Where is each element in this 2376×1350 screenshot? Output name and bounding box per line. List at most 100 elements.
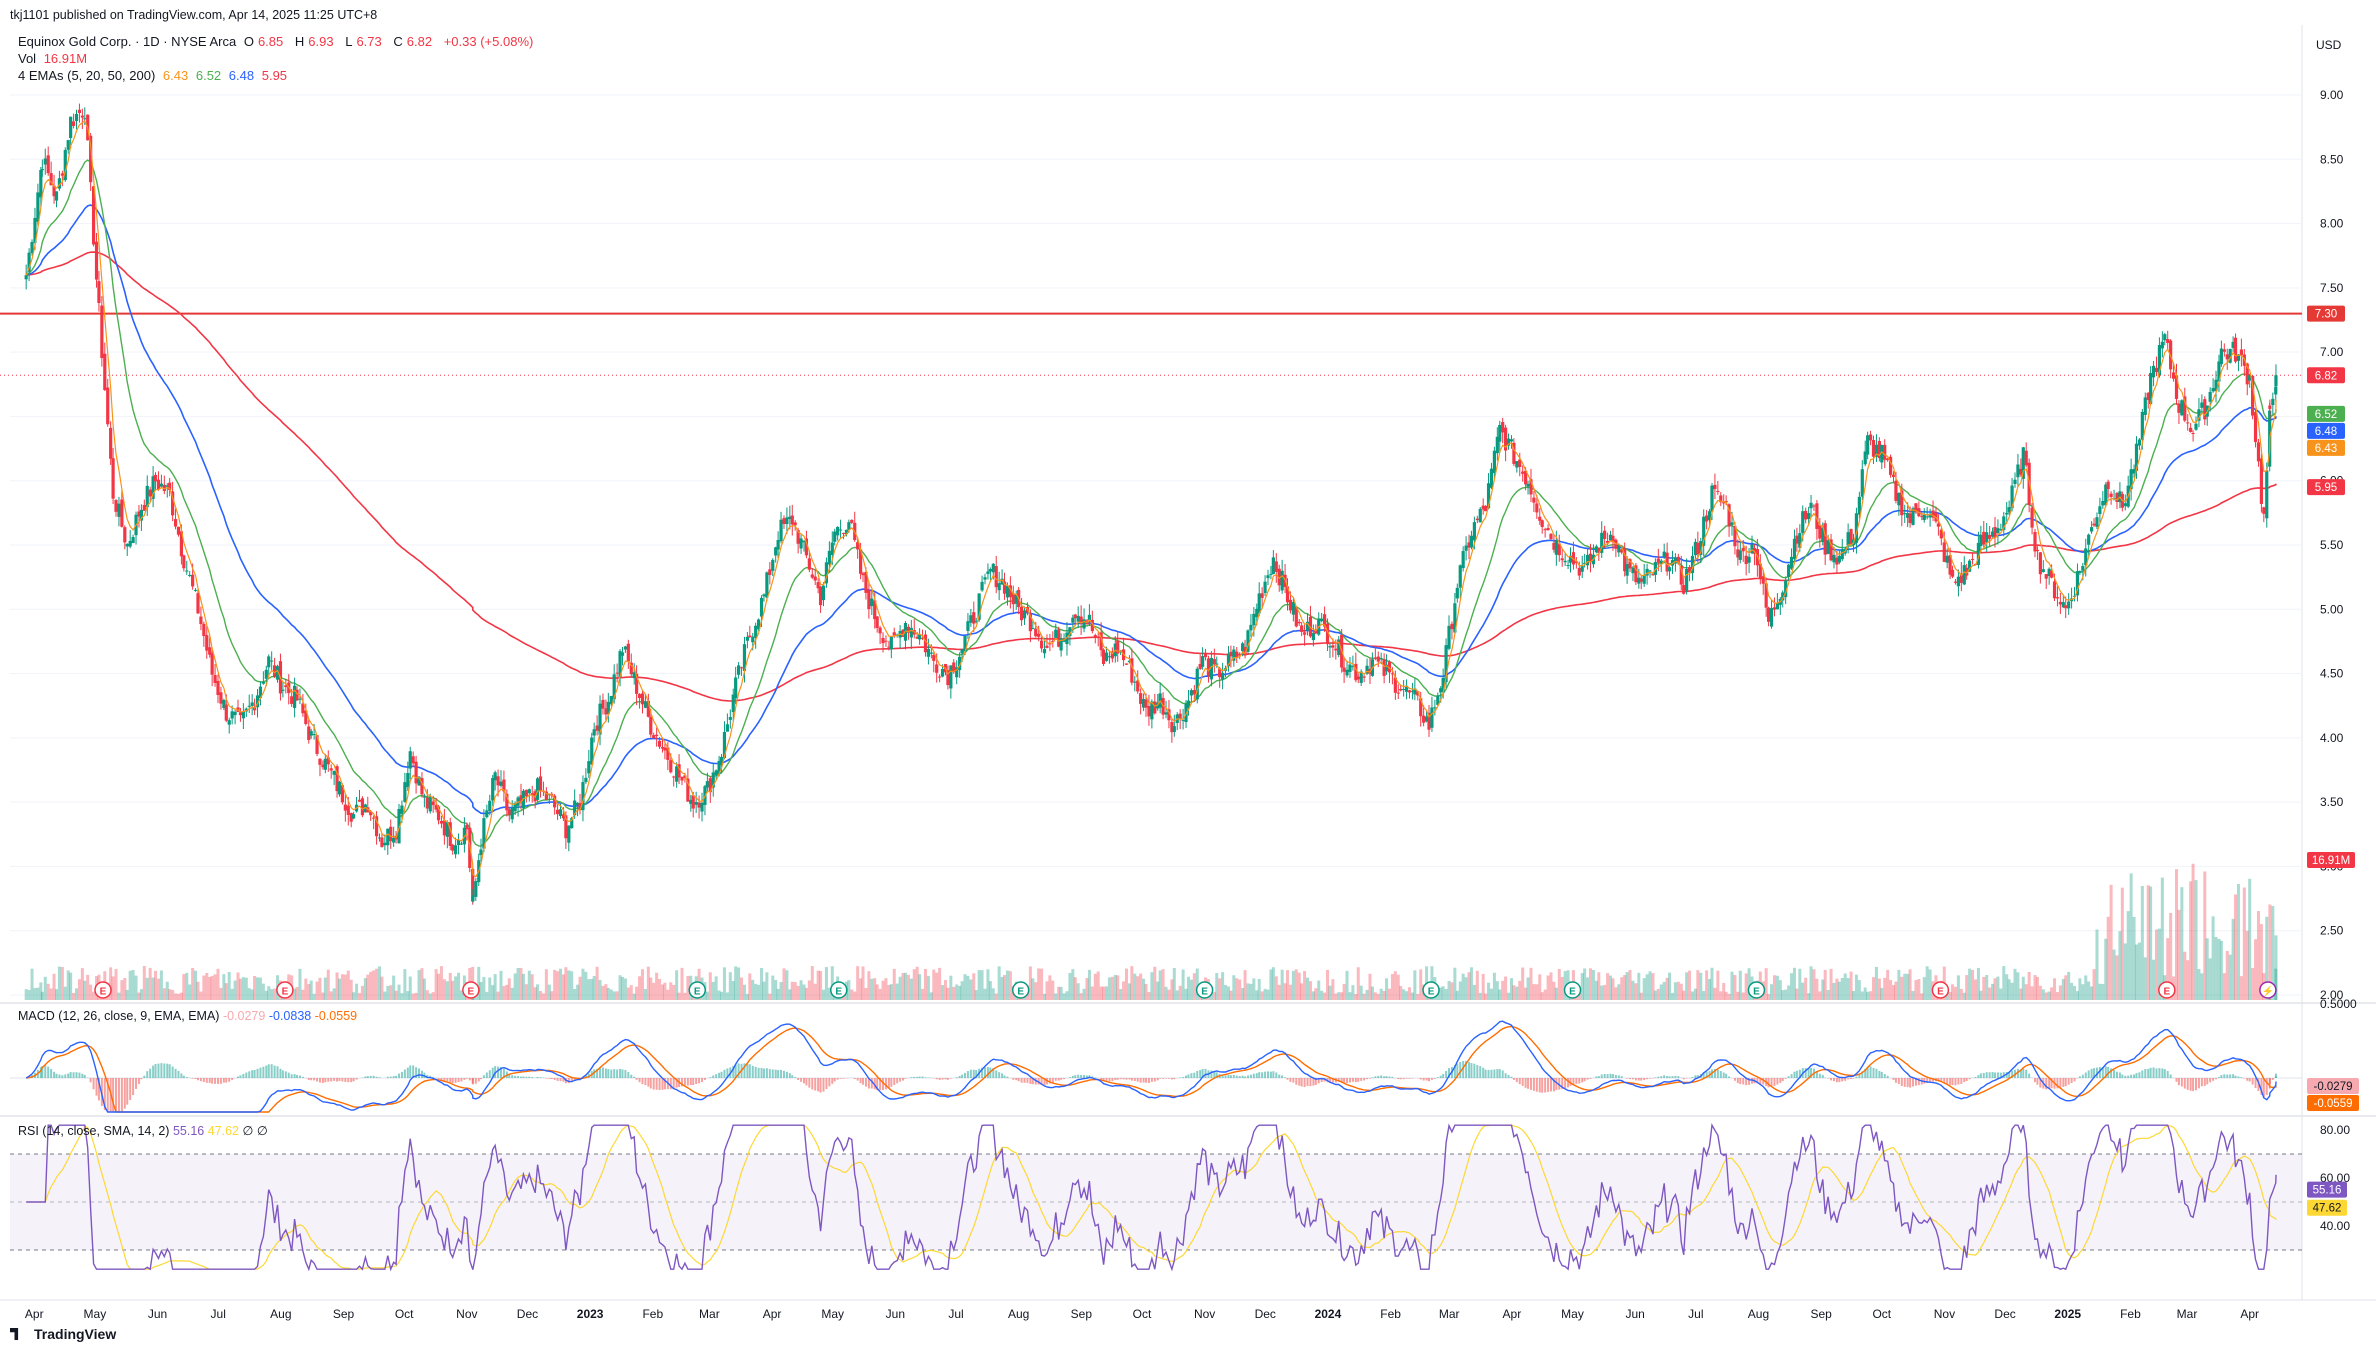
volume-bar: [793, 982, 797, 1000]
macd-hist-bar: [81, 1073, 84, 1078]
volume-bar: [859, 978, 863, 1000]
candle-body: [1040, 640, 1044, 649]
volume-bar: [2228, 954, 2232, 1000]
candle-body: [1829, 539, 1833, 561]
volume-bar: [1142, 978, 1146, 1000]
macd-hist-bar: [1637, 1078, 1640, 1081]
candle-body: [40, 169, 44, 171]
candle-body: [1107, 656, 1112, 658]
candle-body: [1071, 617, 1075, 623]
ema-legend[interactable]: 4 EMAs (5, 20, 50, 200) 6.43 6.52 6.48 5…: [18, 68, 291, 83]
candle-body: [1560, 558, 1564, 561]
volume-bar: [321, 992, 325, 1000]
candle-body: [1662, 551, 1666, 557]
volume-bar: [1767, 993, 1771, 1000]
macd-hist-bar: [333, 1078, 336, 1081]
macd-hist-bar: [375, 1076, 378, 1078]
candle-body: [2002, 516, 2006, 530]
candle-body: [2154, 367, 2159, 373]
time-tick-label: 2024: [1315, 1307, 1342, 1321]
volume-bar: [428, 993, 432, 1000]
macd-hist-bar: [1479, 1066, 1482, 1078]
macd-hist-bar: [2104, 1066, 2107, 1078]
volume-bar: [966, 975, 970, 1000]
macd-hist-bar: [2161, 1068, 2164, 1078]
macd-hist-bar: [403, 1069, 406, 1078]
volume-bar: [1478, 992, 1482, 1000]
volume-legend[interactable]: Vol 16.91M: [18, 51, 91, 66]
macd-hist-bar: [916, 1076, 919, 1078]
candle-body: [1082, 619, 1086, 629]
volume-bar: [1362, 993, 1366, 1000]
currency-label[interactable]: USD: [2316, 38, 2342, 52]
candle-body: [224, 704, 228, 721]
volume-bar: [1532, 984, 1536, 1000]
volume-bar: [1614, 987, 1618, 1000]
candle-body: [1840, 549, 1844, 560]
macd-hist-bar: [1114, 1078, 1117, 1080]
candle-body: [202, 623, 206, 637]
volume-bar: [309, 980, 313, 1000]
macd-hist-label: -0.0279: [2313, 1081, 2352, 1093]
candle-body: [1863, 451, 1867, 465]
volume-bar: [807, 980, 811, 1000]
volume-bar: [261, 983, 265, 1000]
macd-hist-bar: [1193, 1072, 1196, 1078]
volume-bar: [1215, 973, 1219, 1000]
volume-bar: [1195, 968, 1199, 1000]
volume-bar: [2242, 887, 2246, 1000]
earnings-marker-letter: ⚡: [2262, 985, 2274, 998]
volume-bar: [717, 990, 721, 1000]
volume-bar: [142, 966, 146, 1000]
candle-body: [326, 757, 330, 765]
candle-body: [519, 795, 523, 804]
volume-bar: [742, 984, 746, 1000]
time-tick-label: Nov: [456, 1307, 477, 1321]
macd-hist-bar: [1784, 1078, 1787, 1079]
macd-hist-bar: [1252, 1073, 1255, 1078]
macd-hist-bar: [1583, 1078, 1586, 1082]
candle-body: [1985, 532, 1989, 543]
macd-hist-bar: [1380, 1075, 1383, 1078]
macd-hist-bar: [2028, 1073, 2031, 1078]
ema200-price-label: 5.95: [2315, 482, 2337, 494]
symbol-name[interactable]: Equinox Gold Corp. · 1D · NYSE Arca: [18, 34, 237, 49]
macd-hist-bar: [1965, 1078, 1968, 1082]
candle-body: [2058, 601, 2062, 605]
macd-hist-bar: [2149, 1067, 2152, 1078]
earnings-marker: E: [1011, 981, 1030, 999]
candle-body: [57, 178, 62, 189]
volume-bar: [1147, 991, 1151, 1000]
volume-bar: [527, 970, 531, 1000]
candle-body: [425, 797, 429, 809]
volume-value: 16.91M: [43, 51, 88, 66]
macd-hist-bar: [1465, 1060, 1468, 1078]
macd-hist-bar: [1668, 1076, 1671, 1078]
macd-hist-bar: [1258, 1072, 1261, 1078]
volume-bar: [590, 978, 594, 1000]
macd-legend[interactable]: MACD (12, 26, close, 9, EMA, EMA) -0.027…: [18, 1009, 357, 1023]
volume-bar: [213, 974, 217, 1000]
macd-hist-bar: [1535, 1078, 1538, 1092]
candle-body: [1424, 716, 1429, 722]
candle-body: [737, 665, 741, 675]
macd-hist-bar: [2246, 1078, 2249, 1081]
candle-body: [2239, 349, 2243, 356]
volume-bar: [1167, 989, 1171, 1000]
candle-body: [1583, 562, 1587, 564]
candle-body: [1942, 542, 1946, 562]
candle-body: [1676, 556, 1680, 563]
rsi-legend[interactable]: RSI (14, close, SMA, 14, 2) 55.16 47.62 …: [18, 1123, 268, 1138]
candle-body: [1472, 522, 1476, 541]
volume-bar: [1812, 969, 1816, 1000]
time-tick-label: Nov: [1194, 1307, 1215, 1321]
macd-hist-bar: [1581, 1078, 1584, 1083]
macd-hist-bar: [1660, 1076, 1663, 1078]
candle-body: [1903, 513, 1907, 515]
volume-bar: [725, 992, 729, 1000]
volume-bar: [1311, 991, 1315, 1000]
candle-body: [193, 589, 198, 591]
volume-bar: [740, 977, 744, 1000]
volume-bar: [2005, 974, 2009, 1000]
